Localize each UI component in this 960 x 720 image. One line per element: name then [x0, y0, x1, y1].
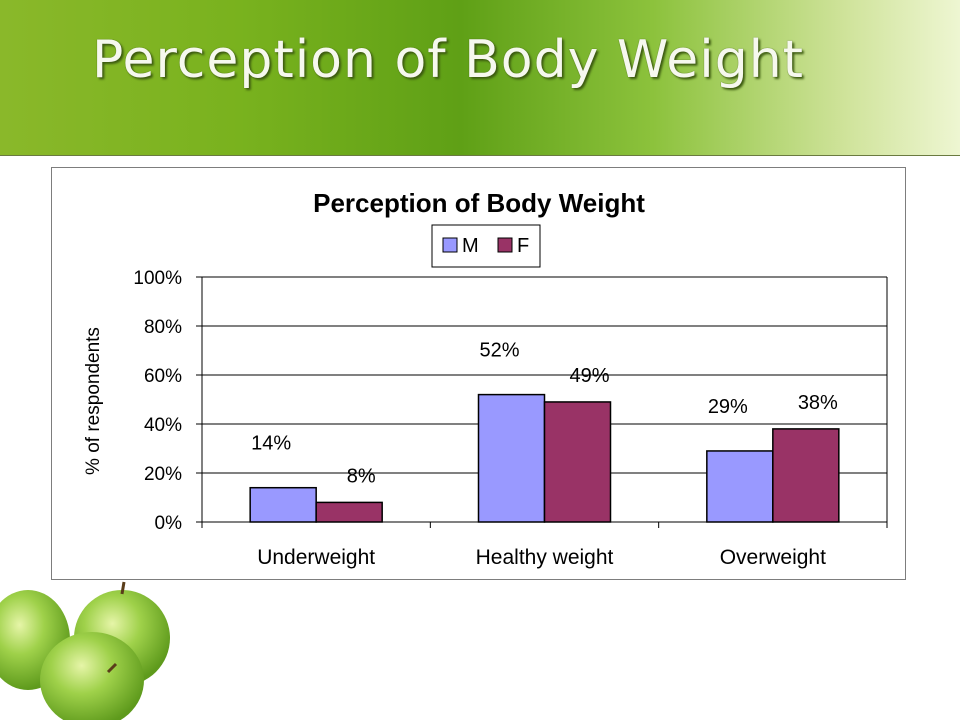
legend-label-f: F: [517, 235, 529, 257]
legend-swatch-f: [497, 237, 513, 253]
bar: [543, 401, 612, 523]
y-axis-label: % of respondents: [83, 327, 104, 475]
slide-header: Perception of Body Weight: [0, 0, 960, 156]
x-category-label: Overweight: [720, 546, 826, 569]
bar: [477, 393, 546, 523]
chart-title: Perception of Body Weight: [313, 188, 645, 218]
y-tick-label: 80%: [144, 317, 182, 338]
data-label: 38%: [798, 392, 838, 414]
y-tick-label: 40%: [144, 415, 182, 436]
bar: [315, 501, 383, 523]
y-tick-label: 100%: [133, 268, 182, 289]
data-label: 52%: [479, 340, 519, 362]
data-label: 14%: [251, 433, 291, 455]
bar: [772, 428, 840, 523]
x-category-label: Healthy weight: [476, 546, 614, 569]
bar-chart: Perception of Body Weight M F % of respo…: [83, 188, 888, 569]
bar: [249, 486, 317, 523]
y-tick-label: 0%: [155, 513, 183, 534]
legend-label-m: M: [462, 235, 479, 257]
plot-area: 0% 20% 40% 60% 80% 100% Underweight 14% 8% Health…: [133, 268, 888, 569]
data-label: 29%: [708, 396, 748, 418]
legend: M F: [431, 224, 541, 268]
bar: [706, 450, 774, 523]
y-tick-label: 20%: [144, 464, 182, 485]
apples-illustration: [0, 581, 170, 720]
data-label: 8%: [347, 465, 376, 487]
x-category-label: Underweight: [257, 546, 375, 569]
legend-swatch-m: [442, 237, 458, 253]
y-tick-label: 60%: [144, 366, 182, 387]
apple-icon: [40, 632, 144, 720]
data-label: 49%: [569, 365, 609, 387]
slide-title: Perception of Body Weight: [92, 30, 805, 90]
